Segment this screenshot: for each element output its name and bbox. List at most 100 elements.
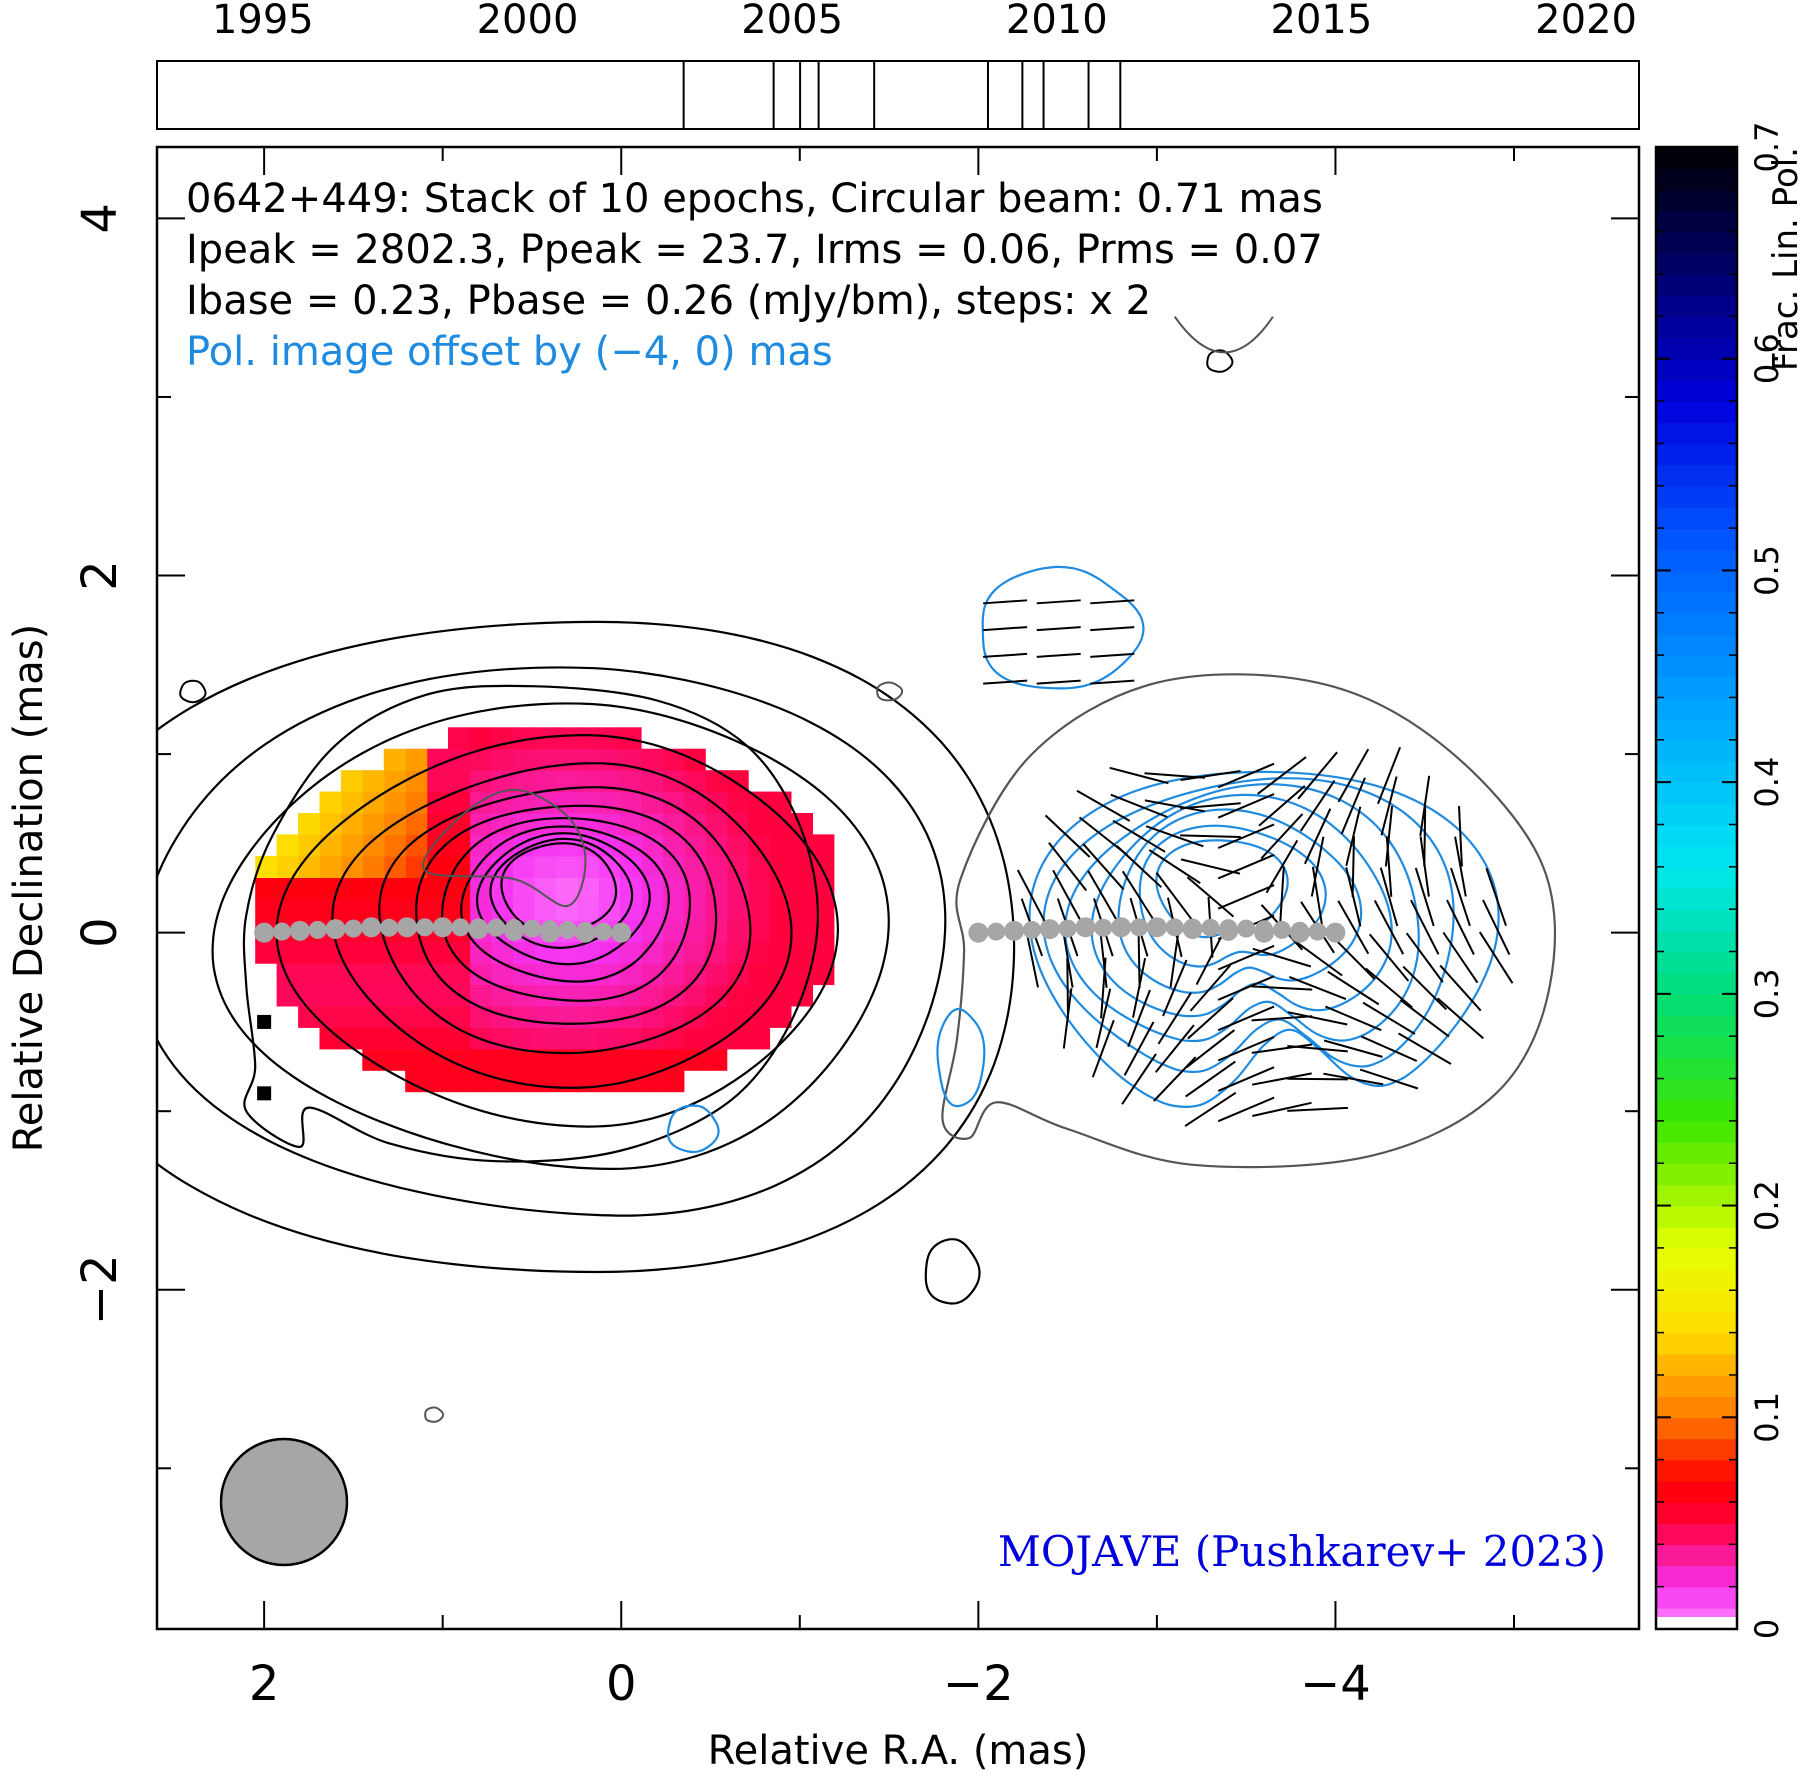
colorbar-cell	[1656, 1099, 1737, 1122]
frac-pol-pixel	[469, 877, 492, 900]
evpa-stick	[1442, 931, 1479, 984]
frac-pol-pixel	[640, 748, 663, 771]
frac-pol-pixel	[555, 1005, 578, 1028]
frac-pol-pixel	[640, 941, 663, 964]
evpa-stick	[1287, 1077, 1349, 1081]
colorbar-cell	[1656, 485, 1737, 508]
colorbar-cell	[1656, 1205, 1737, 1228]
evpa-stick	[1121, 870, 1157, 924]
frac-pol-pixel	[726, 877, 749, 900]
frac-pol-pixel	[705, 941, 728, 964]
frac-pol-pixel	[598, 1070, 621, 1093]
evpa-stick	[1217, 1066, 1275, 1092]
component-marker	[257, 1014, 272, 1029]
stokes-i-contour	[331, 762, 793, 1089]
evpa-stick	[1454, 836, 1467, 897]
ridge-point	[594, 922, 613, 941]
evpa-stick	[1359, 1068, 1419, 1090]
frac-pol-pixel	[748, 941, 771, 964]
colorbar-cell	[1656, 1184, 1737, 1207]
frac-pol-pixel	[448, 1005, 471, 1028]
frac-pol-pixel	[319, 855, 342, 878]
colorbar-cell	[1656, 316, 1737, 339]
evpa-stick	[1478, 931, 1514, 984]
evpa-stick	[983, 679, 1028, 685]
colorbar-cell	[1656, 888, 1737, 910]
frac-pol-pixel	[448, 1027, 471, 1050]
frac-pol-pixel	[448, 770, 471, 793]
ridge-point	[611, 922, 632, 943]
pol-panel-outer-contour	[941, 673, 1557, 1169]
frac-pol-pixel	[683, 813, 706, 836]
colorbar-tick-label: 0.2	[1748, 1180, 1786, 1231]
evpa-stick	[1121, 1053, 1157, 1105]
evpa-stick	[1144, 799, 1205, 813]
frac-pol-pixel	[512, 984, 535, 1007]
evpa-stick	[1327, 970, 1380, 1006]
frac-pol-pixel	[512, 1048, 535, 1071]
evpa-stick	[1180, 834, 1241, 838]
frac-pol-pixel	[598, 963, 621, 986]
evpa-stick	[1345, 867, 1362, 927]
frac-pol-pixel	[469, 727, 492, 750]
ridge-point	[1130, 918, 1149, 937]
ridge-point	[344, 919, 363, 938]
colorbar-cell	[1656, 422, 1737, 445]
isolated-contours	[179, 316, 1274, 1423]
frac-pol-pixel	[512, 1027, 535, 1050]
polarized-intensity-contours	[666, 565, 1557, 1169]
colorbar-cell	[1656, 528, 1737, 551]
colorbar-cell	[1656, 972, 1737, 995]
frac-pol-pixel	[490, 1048, 513, 1071]
colorbar-cell	[1656, 824, 1737, 847]
frac-pol-pixel	[298, 813, 321, 836]
frac-pol-pixel	[705, 791, 728, 814]
frac-pol-pixel	[726, 834, 749, 857]
evpa-stick	[1052, 869, 1084, 925]
frac-pol-pixel	[276, 855, 299, 878]
frac-pol-pixel	[362, 1027, 385, 1050]
colorbar-cell	[1656, 1226, 1737, 1249]
frac-pol-pixel	[405, 1005, 428, 1028]
frac-pol-pixel	[298, 963, 321, 986]
frac-pol-pixel	[362, 855, 385, 878]
frac-pol-pixel	[683, 770, 706, 793]
stokes-i-contour	[378, 786, 752, 1055]
ridgeline-points	[254, 917, 1346, 943]
evpa-stick	[983, 599, 1028, 605]
frac-pol-pixel	[362, 984, 385, 1007]
frac-pol-pixel	[448, 834, 471, 857]
evpa-stick	[1100, 957, 1107, 1019]
evpa-stick	[1187, 997, 1234, 1040]
evpa-stick	[1436, 997, 1484, 1040]
frac-pol-pixel	[726, 920, 749, 943]
pol-intensity-contour	[1064, 783, 1420, 1043]
ridge-point	[1308, 922, 1327, 941]
ridge-point	[272, 922, 291, 941]
colorbar-cell	[1656, 1036, 1737, 1059]
colorbar-cell	[1656, 379, 1737, 402]
evpa-stick	[1217, 793, 1275, 819]
frac-pol-pixel	[405, 748, 428, 771]
evpa-stick	[1036, 652, 1081, 658]
evpa-stick	[1180, 770, 1241, 781]
frac-pol-pixel	[812, 963, 835, 986]
colorbar-cell	[1656, 845, 1737, 868]
frac-pol-pixel	[619, 770, 642, 793]
frac-pol-pixel	[490, 791, 513, 814]
evpa-stick	[1099, 927, 1108, 988]
frac-pol-pixel	[555, 1027, 578, 1050]
frac-pol-pixel	[362, 1005, 385, 1028]
colorbar-cell	[1656, 506, 1737, 529]
epoch-tick-label: 2015	[1271, 0, 1373, 43]
ridge-point	[505, 919, 524, 938]
frac-pol-pixel	[340, 984, 363, 1007]
evpa-stick	[1186, 876, 1235, 918]
frac-pol-pixel	[576, 1048, 599, 1071]
frac-pol-pixel	[383, 1027, 406, 1050]
frac-pol-pixel	[640, 1048, 663, 1071]
frac-pol-pixel	[448, 877, 471, 900]
frac-pol-pixel	[683, 941, 706, 964]
evpa-stick	[1257, 756, 1307, 795]
frac-pol-pixel	[319, 984, 342, 1007]
